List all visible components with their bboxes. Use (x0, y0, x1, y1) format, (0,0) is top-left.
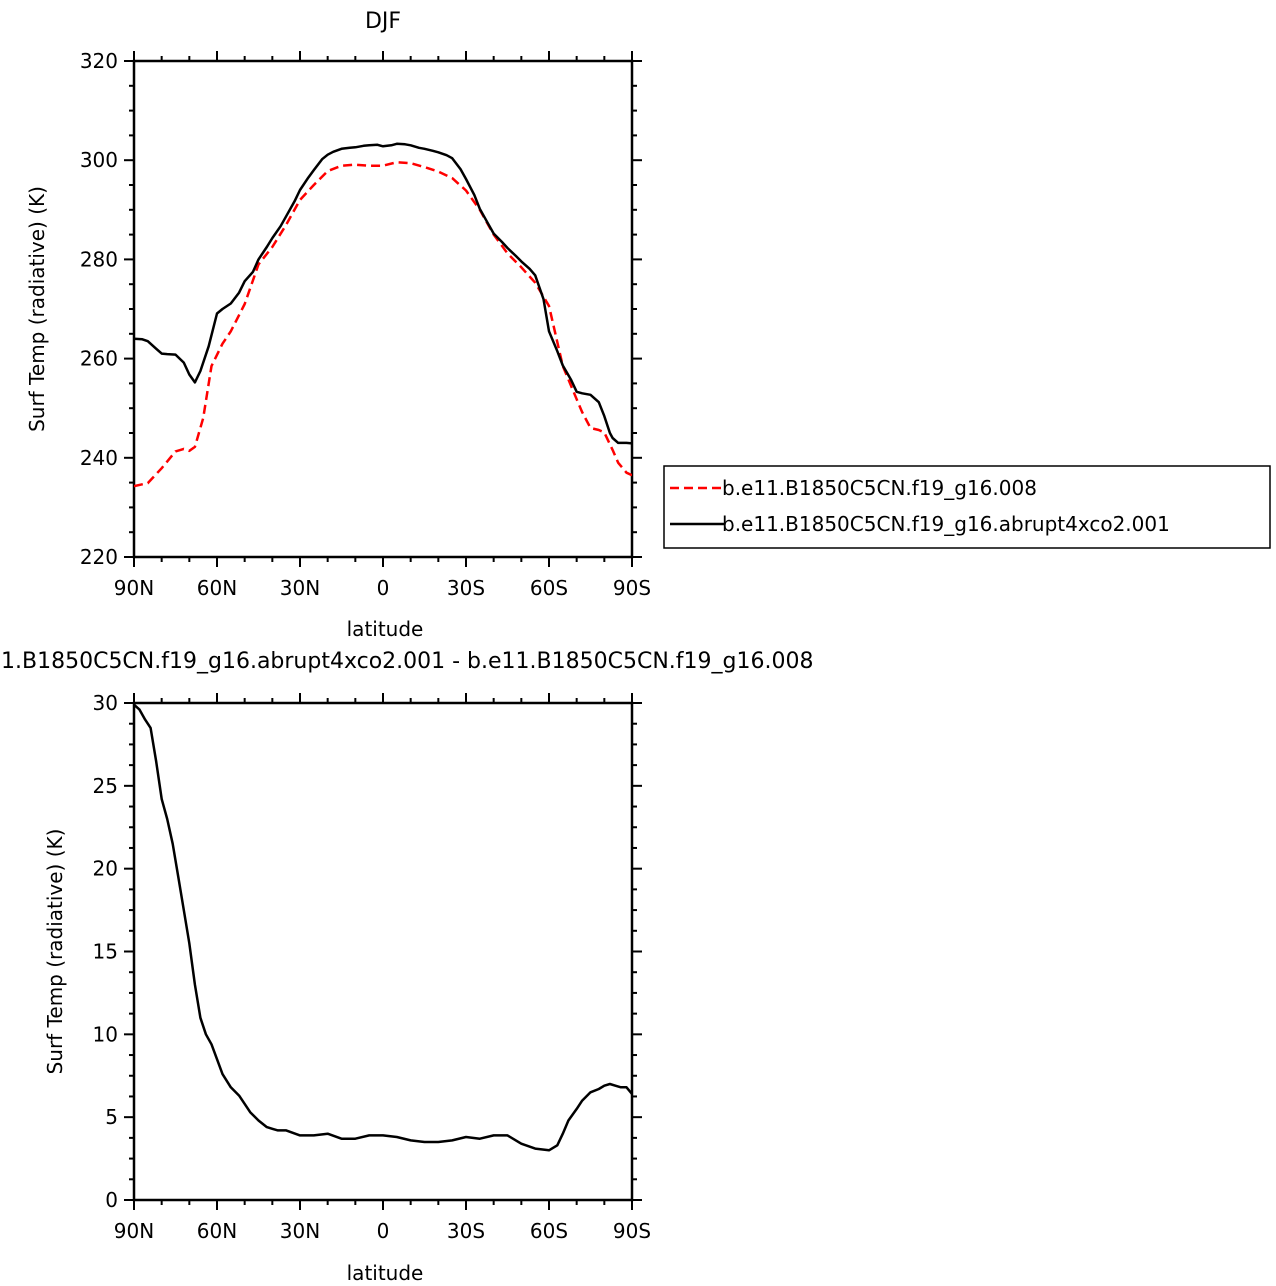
x-tick-label: 60N (197, 1219, 237, 1243)
bottom-panel: 90N 60N 30N 0 30S 60S 90S 0 5 10 15 20 25 30 b.e11.B18… (0, 649, 813, 1285)
y-tick-label: 280 (80, 247, 118, 271)
y-tick-label: 20 (93, 857, 118, 881)
chart-title: DJF (365, 9, 401, 34)
plot-frame (132, 701, 634, 1202)
x-tick-label: 60N (197, 576, 237, 600)
y-tick-label: 320 (80, 49, 118, 73)
x-axis-label: latitude (347, 617, 424, 641)
x-tick-label: 90N (114, 576, 154, 600)
plot-frame (132, 59, 634, 559)
y-tick-label: 260 (80, 347, 118, 371)
legend-box (663, 465, 1271, 549)
y-tick-label: 220 (80, 545, 118, 569)
x-tick-label: 60S (530, 1219, 568, 1243)
y-tick-label: 30 (93, 691, 118, 715)
series-line-1 (134, 142, 632, 445)
y-tick-label: 10 (93, 1022, 118, 1046)
x-tick-label: 30N (280, 576, 320, 600)
legend-entry: b.e11.B1850C5CN.f19_g16.008 (722, 476, 1037, 500)
chart-title: b.e11.B1850C5CN.f19_g16.abrupt4xco2.001 … (0, 649, 813, 674)
x-tick-label: 90S (613, 576, 651, 600)
y-tick-label: 5 (105, 1105, 118, 1129)
series-line-0 (134, 160, 632, 488)
legend: b.e11.B1850C5CN.f19_g16.008 b.e11.B1850C5… (663, 465, 1271, 549)
x-tick-label: 30S (447, 576, 485, 600)
y-tick-label: 240 (80, 446, 118, 470)
legend-entry: b.e11.B1850C5CN.f19_g16.abrupt4xco2.001 (722, 512, 1170, 536)
x-tick-label: 30N (280, 1219, 320, 1243)
y-axis-label: Surf Temp (radiative) (K) (43, 829, 67, 1075)
x-tick-label: 90N (114, 1219, 154, 1243)
x-tick-label: 0 (377, 1219, 390, 1243)
y-axis-label: Surf Temp (radiative) (K) (25, 186, 49, 432)
y-tick-label: 15 (93, 940, 118, 964)
x-axis-label: latitude (347, 1261, 424, 1285)
series-line-0 (134, 703, 632, 1152)
y-tick-label: 0 (105, 1188, 118, 1212)
x-tick-label: 0 (377, 576, 390, 600)
x-tick-label: 60S (530, 576, 568, 600)
y-tick-label: 25 (93, 774, 118, 798)
x-tick-label: 90S (613, 1219, 651, 1243)
x-tick-label: 30S (447, 1219, 485, 1243)
top-panel: 90N 60N 30N 0 30S 60S 90S 220 240 260 280 300 320 DJF… (25, 9, 651, 641)
y-tick-label: 300 (80, 148, 118, 172)
